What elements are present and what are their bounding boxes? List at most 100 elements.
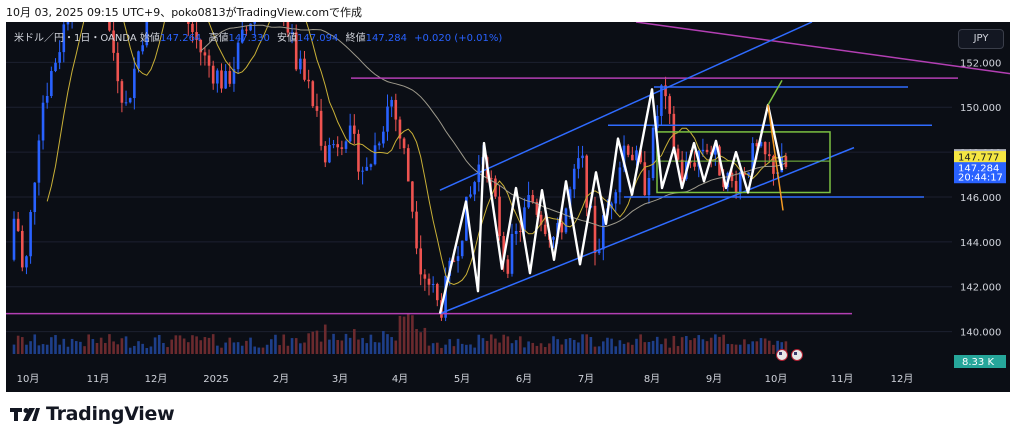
volume-bar [91, 339, 95, 354]
volume-bar [145, 347, 149, 354]
candle-body [128, 98, 132, 103]
volume-bar [211, 334, 215, 354]
price-chart[interactable]: 152.000150.000148.000146.000144.000142.0… [6, 22, 1010, 392]
x-tick-label: 8月 [644, 373, 660, 385]
candle-body [406, 148, 410, 182]
volume-bar [265, 344, 269, 354]
candle-body [755, 143, 759, 147]
y-tick-label: 144.000 [960, 238, 1001, 249]
price-label-text: 147.284 [958, 164, 999, 175]
price-label-box [954, 151, 1006, 164]
candle-body [610, 203, 613, 209]
candle-body [253, 22, 256, 24]
candle-body [714, 146, 717, 155]
candle-body [365, 166, 369, 171]
volume-bar [311, 331, 315, 354]
candle-body [373, 145, 377, 165]
volume-bar [477, 334, 481, 354]
volume-bar [112, 341, 115, 354]
candle-body [660, 85, 663, 116]
candle-body [510, 233, 514, 274]
volume-bar [253, 346, 256, 354]
volume-bar [444, 344, 447, 354]
candle-body [311, 81, 315, 107]
volume-bar [74, 341, 78, 354]
volume-bar [361, 337, 364, 354]
volume-bar [411, 315, 414, 354]
volume-bar [178, 335, 182, 354]
brand: TradingView [10, 403, 175, 425]
volume-bar [373, 342, 377, 354]
volume-bar [639, 334, 642, 354]
candle-body [631, 154, 634, 161]
candle-body [224, 71, 227, 89]
candle-body [514, 231, 518, 234]
candle-body [469, 194, 472, 197]
volume-bar [108, 334, 111, 354]
volume-bar [730, 344, 734, 354]
candle-body [21, 230, 24, 268]
volume-bar [440, 347, 443, 354]
candle-body [759, 142, 763, 147]
candle-body [419, 248, 422, 275]
volume-bar [83, 346, 86, 354]
volume-bar [402, 316, 406, 354]
candle-body [137, 51, 140, 69]
candle-body [112, 30, 115, 53]
candle-body [705, 149, 709, 153]
candle-body [328, 144, 331, 163]
candle-body [460, 240, 464, 257]
volume-bar [689, 340, 692, 354]
volume-bar [232, 342, 236, 354]
candle-body [245, 29, 248, 31]
volume-bar [701, 339, 705, 354]
y-tick-label: 146.000 [960, 193, 1001, 204]
volume-bar [369, 334, 373, 354]
volume-bar [87, 334, 90, 354]
channel-upper-line [439, 22, 813, 191]
candle-body [635, 150, 638, 161]
candle-body [411, 181, 414, 212]
volume-bar [535, 345, 539, 354]
candle-body [572, 168, 576, 190]
chart-panel[interactable]: 152.000150.000148.000146.000144.000142.0… [6, 22, 1010, 392]
volume-bar [469, 344, 472, 354]
volume-bar [622, 343, 626, 354]
volume-bar [99, 337, 103, 354]
volume-bar [709, 337, 713, 354]
currency-button[interactable]: JPY [958, 29, 1004, 49]
candle-body [560, 222, 564, 233]
candle-body [585, 155, 588, 208]
candle-body [668, 96, 671, 114]
volume-bar [556, 339, 559, 354]
volume-bar [780, 342, 784, 354]
open-value: 147.264 [159, 33, 202, 44]
candle-body [452, 260, 456, 262]
volume-bar [294, 338, 298, 354]
volume-bar [382, 331, 385, 354]
volume-bar [348, 337, 352, 354]
candle-body [386, 106, 389, 132]
volume-bar [270, 339, 273, 354]
volume-bar [419, 332, 422, 354]
volume-bar [668, 347, 671, 354]
volume-bar [527, 341, 530, 354]
candle-body [332, 144, 335, 146]
volume-bar [236, 342, 240, 354]
candle-body [290, 32, 294, 34]
candle-body [207, 55, 211, 66]
volume-bar [50, 337, 53, 354]
price-label-box [954, 162, 1006, 175]
candle-body [336, 144, 339, 148]
volume-bar [602, 341, 605, 354]
candle-body [614, 192, 618, 204]
volume-bar [124, 336, 128, 354]
candle-body [602, 215, 605, 250]
candle-body [145, 22, 149, 46]
y-tick-label: 150.000 [960, 103, 1001, 114]
candle-body [738, 172, 742, 193]
candle-body [315, 106, 319, 111]
candle-body [62, 24, 66, 53]
volume-bar [747, 344, 750, 354]
candle-body [498, 196, 501, 237]
